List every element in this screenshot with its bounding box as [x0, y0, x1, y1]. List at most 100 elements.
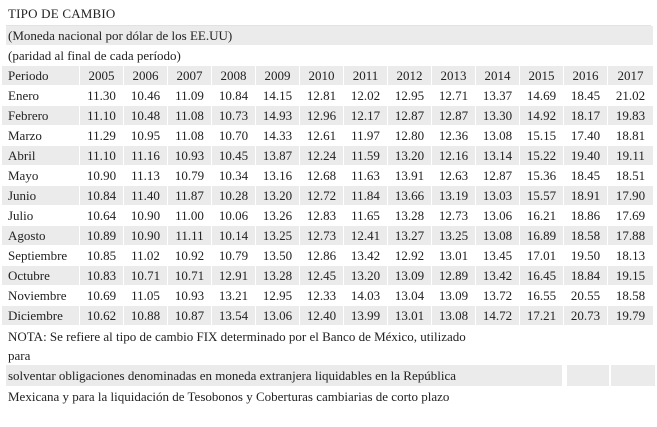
table-row: Diciembre 10.62 10.88 10.87 13.54 13.06 12.40 1… — [2, 306, 654, 326]
rate-cell: 12.87 — [432, 106, 476, 126]
rate-cell: 12.87 — [388, 106, 432, 126]
rate-cell: 11.10 — [80, 106, 124, 126]
rate-cell: 13.20 — [388, 146, 432, 166]
row-label-cell: Agosto — [2, 226, 80, 246]
rate-cell: 13.08 — [432, 306, 476, 326]
rate-cell: 10.90 — [80, 166, 124, 186]
rate-cell: 10.64 — [80, 206, 124, 226]
rate-cell: 17.90 — [608, 186, 654, 206]
rate-cell: 13.66 — [388, 186, 432, 206]
rate-cell: 19.50 — [564, 246, 608, 266]
rate-cell: 13.25 — [256, 226, 300, 246]
rate-cell: 15.15 — [520, 126, 564, 146]
rate-cell: 13.30 — [476, 106, 520, 126]
rate-cell: 11.00 — [168, 206, 212, 226]
rate-cell: 10.89 — [80, 226, 124, 246]
rate-cell: 10.85 — [80, 246, 124, 266]
row-label-cell: Abril — [2, 146, 80, 166]
rate-cell: 19.15 — [608, 266, 654, 286]
note-text-3: solventar obligaciones denominadas en mo… — [8, 368, 456, 383]
rate-cell: 10.79 — [212, 246, 256, 266]
note-side-cell-1 — [565, 365, 609, 386]
rate-cell: 11.09 — [168, 86, 212, 106]
rate-cell: 13.27 — [388, 226, 432, 246]
rate-cell: 10.93 — [168, 146, 212, 166]
note-line-4: Mexicana y para la liquidación de Tesobo… — [0, 386, 657, 407]
rate-cell: 10.79 — [168, 166, 212, 186]
rate-cell: 12.36 — [432, 126, 476, 146]
rate-cell: 18.91 — [564, 186, 608, 206]
rate-cell: 15.22 — [520, 146, 564, 166]
rate-cell: 11.10 — [80, 146, 124, 166]
rate-cell: 18.45 — [564, 166, 608, 186]
rate-cell: 11.30 — [80, 86, 124, 106]
rate-cell: 14.15 — [256, 86, 300, 106]
row-label-cell: Marzo — [2, 126, 80, 146]
rate-cell: 11.84 — [344, 186, 388, 206]
rate-cell: 14.03 — [344, 286, 388, 306]
rate-cell: 10.73 — [212, 106, 256, 126]
rate-cell: 13.21 — [212, 286, 256, 306]
rate-cell: 10.88 — [124, 306, 168, 326]
rate-cell: 2008 — [212, 66, 256, 86]
table-row: Febrero 11.10 10.48 11.08 10.73 14.93 12.96 12.… — [2, 106, 654, 126]
rate-cell: 13.20 — [256, 186, 300, 206]
rate-cell: 2014 — [476, 66, 520, 86]
rate-cell: 10.87 — [168, 306, 212, 326]
row-label-cell: Mayo — [2, 166, 80, 186]
row-label-cell: Septiembre — [2, 246, 80, 266]
rate-cell: 10.90 — [124, 206, 168, 226]
rate-cell: 11.97 — [344, 126, 388, 146]
rate-cell: 12.17 — [344, 106, 388, 126]
table-row: Noviembre 10.69 11.05 10.93 13.21 12.95 12.33 1… — [2, 286, 654, 306]
rate-cell: 2009 — [256, 66, 300, 86]
rate-cell: 10.28 — [212, 186, 256, 206]
rate-cell: 12.95 — [256, 286, 300, 306]
table-row: Mayo 10.90 11.13 10.79 10.34 13.16 12.68 11.63 1… — [2, 166, 654, 186]
rate-cell: 20.55 — [564, 286, 608, 306]
rate-cell: 13.54 — [212, 306, 256, 326]
rate-cell: 12.96 — [300, 106, 344, 126]
row-label-cell: Periodo — [2, 66, 80, 86]
rate-cell: 10.71 — [168, 266, 212, 286]
rate-cell: 2010 — [300, 66, 344, 86]
rate-cell: 12.02 — [344, 86, 388, 106]
rate-cell: 11.08 — [168, 126, 212, 146]
rate-cell: 12.91 — [212, 266, 256, 286]
rate-cell: 2017 — [608, 66, 654, 86]
rate-cell: 12.73 — [432, 206, 476, 226]
subtitle: (Moneda nacional por dólar de los EE.UU) — [8, 28, 233, 43]
row-label-cell: Febrero — [2, 106, 80, 126]
rate-cell: 13.91 — [388, 166, 432, 186]
rate-cell: 10.70 — [212, 126, 256, 146]
rate-cell: 12.92 — [388, 246, 432, 266]
table-body: Periodo 2005 2006 2007 2008 2009 2010 2011 2012 2… — [2, 66, 654, 326]
subtitle-row: (Moneda nacional por dólar de los EE.UU) — [0, 26, 657, 46]
rate-cell: 11.11 — [168, 226, 212, 246]
rate-cell: 13.06 — [256, 306, 300, 326]
rate-cell: 12.86 — [300, 246, 344, 266]
table-row: Junio 10.84 11.40 11.87 10.28 13.20 12.72 11.84… — [2, 186, 654, 206]
rate-cell: 11.16 — [124, 146, 168, 166]
title-divider — [6, 25, 651, 26]
rate-cell: 2007 — [168, 66, 212, 86]
rate-cell: 12.33 — [300, 286, 344, 306]
rate-cell: 12.95 — [388, 86, 432, 106]
rate-cell: 13.09 — [432, 286, 476, 306]
rate-cell: 15.36 — [520, 166, 564, 186]
row-label-cell: Noviembre — [2, 286, 80, 306]
rate-cell: 16.21 — [520, 206, 564, 226]
page-title: TIPO DE CAMBIO — [8, 6, 116, 21]
rate-cell: 13.25 — [432, 226, 476, 246]
note-text-4: Mexicana y para la liquidación de Tesobo… — [8, 389, 450, 404]
rate-cell: 13.01 — [432, 246, 476, 266]
rate-cell: 12.61 — [300, 126, 344, 146]
rate-cell: 10.34 — [212, 166, 256, 186]
rate-cell: 18.84 — [564, 266, 608, 286]
rate-cell: 11.05 — [124, 286, 168, 306]
rate-cell: 18.86 — [564, 206, 608, 226]
rate-cell: 10.06 — [212, 206, 256, 226]
rate-cell: 17.01 — [520, 246, 564, 266]
rate-cell: 12.63 — [432, 166, 476, 186]
rate-cell: 17.69 — [608, 206, 654, 226]
